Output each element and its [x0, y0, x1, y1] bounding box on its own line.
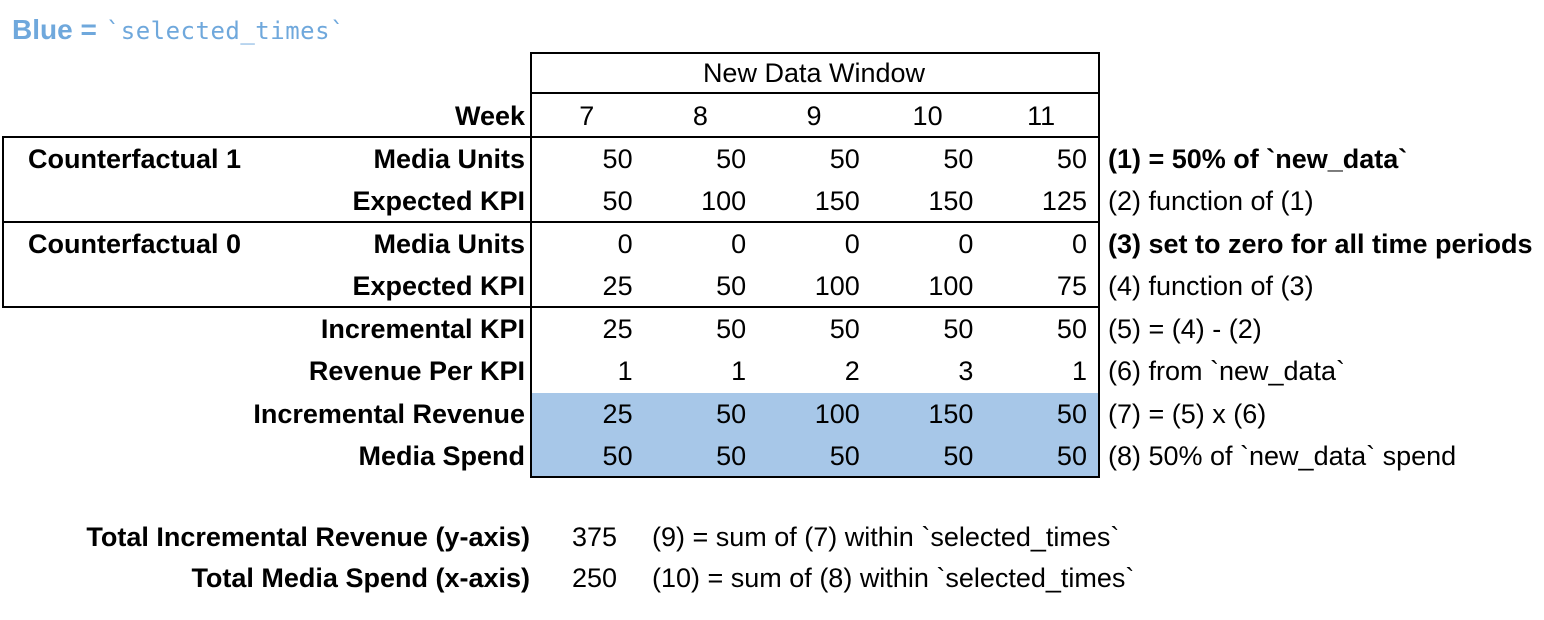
- week-11: 11: [1027, 100, 1056, 131]
- table-cell: 50: [829, 313, 860, 344]
- table-cell-highlighted: 50: [1056, 441, 1087, 472]
- annotation-10: (10) = sum of (8) within `selected_times…: [652, 563, 1135, 593]
- table-cell-highlighted: 50: [829, 441, 860, 472]
- table-cell: 50: [602, 143, 633, 174]
- table-cell-highlighted: 150: [928, 398, 974, 429]
- legend: Blue = `selected_times`: [12, 14, 345, 46]
- table-cell: 100: [814, 271, 860, 302]
- group-counterfactual-1: Counterfactual 1: [28, 143, 242, 174]
- annotation-5: (5) = (4) - (2): [1107, 313, 1262, 344]
- row-label: Revenue Per KPI: [308, 356, 525, 387]
- left-box-edge-line: [2, 136, 4, 308]
- row-label: Media Units: [373, 228, 525, 259]
- table-cell-highlighted: 50: [943, 441, 974, 472]
- table-cell: 50: [716, 271, 747, 302]
- annotation-3: (3) set to zero for all time periods: [1107, 228, 1533, 259]
- week-divider-line: [2, 136, 1100, 138]
- week-7: 7: [579, 100, 595, 131]
- table-cell: 125: [1041, 186, 1087, 217]
- table-cell-highlighted: 50: [602, 441, 633, 472]
- counterfactual-table: New Data Window Week 7 8 9 10 11 Counter…: [2, 52, 1542, 478]
- table-cell: 0: [844, 228, 860, 259]
- table-cell: 0: [958, 228, 974, 259]
- annotation-2: (2) function of (1): [1107, 186, 1314, 217]
- row-label: Media Spend: [358, 441, 525, 472]
- table-cell: 75: [1056, 271, 1087, 302]
- table-cell: 50: [829, 143, 860, 174]
- counterfactual0-bottom-line: [2, 306, 1100, 308]
- table-cell: 0: [731, 228, 747, 259]
- group-counterfactual-0: Counterfactual 0: [28, 228, 242, 259]
- table-cell: 1: [731, 356, 747, 387]
- total-incremental-revenue-value: 375: [572, 522, 618, 552]
- table-cell: 150: [928, 186, 974, 217]
- row-label: Media Units: [373, 143, 525, 174]
- legend-prefix: Blue =: [12, 14, 97, 45]
- table-cell: 150: [814, 186, 860, 217]
- table-cell-highlighted: 50: [1056, 398, 1087, 429]
- total-media-spend-value: 250: [572, 563, 618, 593]
- counterfactual1-bottom-line: [2, 221, 1100, 223]
- table-cell-highlighted: 25: [602, 398, 633, 429]
- totals-section: Total Incremental Revenue (y-axis) 375 (…: [2, 517, 1542, 599]
- data-window-box-border: [530, 52, 1100, 478]
- row-label: Incremental Revenue: [253, 398, 525, 429]
- table-cell: 2: [844, 356, 860, 387]
- table-cell: 50: [1056, 313, 1087, 344]
- annotation-1: (1) = 50% of `new_data`: [1107, 143, 1408, 174]
- week-8: 8: [692, 100, 708, 131]
- table-cell: 25: [602, 271, 633, 302]
- table-cell: 0: [617, 228, 633, 259]
- legend-code-selected-times: `selected_times`: [105, 17, 345, 45]
- table-cell: 50: [943, 143, 974, 174]
- row-label: Expected KPI: [352, 186, 525, 217]
- row-label: Expected KPI: [352, 271, 525, 302]
- annotation-9: (9) = sum of (7) within `selected_times`: [652, 522, 1120, 552]
- table-cell: 0: [1071, 228, 1087, 259]
- header-divider-line: [530, 92, 1100, 94]
- table-cell: 100: [701, 186, 747, 217]
- table-cell: 50: [716, 313, 747, 344]
- week-10: 10: [912, 100, 943, 131]
- week-label: Week: [454, 100, 525, 131]
- selected-times-highlight: [532, 393, 1098, 476]
- table-cell: 100: [928, 271, 974, 302]
- table-cell: 3: [958, 356, 974, 387]
- new-data-window-header: New Data Window: [702, 57, 926, 88]
- row-label: Incremental KPI: [320, 313, 525, 344]
- annotation-6: (6) from `new_data`: [1107, 356, 1346, 387]
- table-cell-highlighted: 50: [716, 441, 747, 472]
- table-cell: 50: [943, 313, 974, 344]
- table-cell: 25: [602, 313, 633, 344]
- total-media-spend-label: Total Media Spend (x-axis): [191, 563, 530, 593]
- annotation-8: (8) 50% of `new_data` spend: [1107, 441, 1457, 472]
- total-incremental-revenue-label: Total Incremental Revenue (y-axis): [86, 522, 530, 552]
- table-cell: 50: [1056, 143, 1087, 174]
- annotation-4: (4) function of (3): [1107, 271, 1314, 302]
- table-cell: 1: [1071, 356, 1087, 387]
- annotation-7: (7) = (5) x (6): [1107, 398, 1267, 429]
- table-cell-highlighted: 50: [716, 398, 747, 429]
- table-cell: 50: [602, 186, 633, 217]
- week-9: 9: [806, 100, 822, 131]
- table-cell-highlighted: 100: [814, 398, 860, 429]
- table-cell: 1: [617, 356, 633, 387]
- table-cell: 50: [716, 143, 747, 174]
